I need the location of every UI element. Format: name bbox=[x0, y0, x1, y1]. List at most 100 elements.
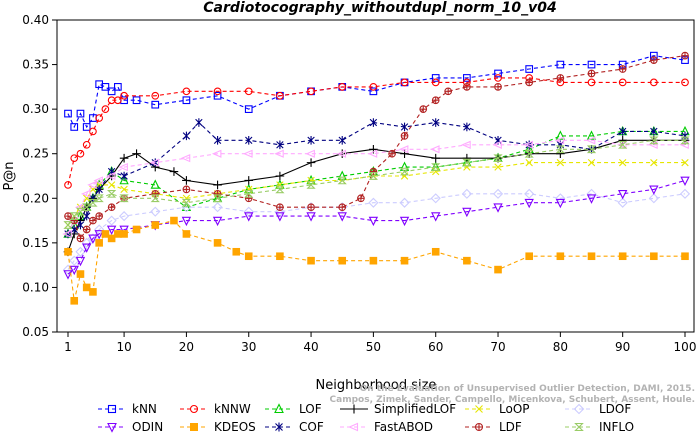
x-axis-label: Neighborhood size bbox=[316, 378, 437, 393]
data-point bbox=[587, 78, 596, 87]
data-point bbox=[132, 149, 141, 159]
legend-label: ODIN bbox=[132, 420, 163, 434]
series-line bbox=[67, 193, 686, 270]
data-point bbox=[681, 131, 689, 141]
data-point bbox=[681, 78, 689, 87]
data-point bbox=[276, 91, 284, 100]
legend-item-knn: kNN bbox=[98, 402, 157, 416]
data-point bbox=[555, 145, 565, 154]
data-point bbox=[492, 140, 502, 149]
data-point bbox=[307, 136, 315, 145]
y-tick-label: 0.20 bbox=[22, 191, 49, 205]
data-point bbox=[618, 252, 627, 261]
data-point bbox=[618, 158, 627, 167]
data-point bbox=[64, 212, 72, 220]
y-axis-label: P@n bbox=[2, 161, 17, 190]
data-point bbox=[307, 87, 315, 96]
data-point bbox=[213, 189, 222, 198]
data-point bbox=[400, 78, 409, 87]
legend-item-kdeos: KDEOS bbox=[180, 420, 256, 434]
x-tick-label: 10 bbox=[116, 340, 131, 354]
data-point bbox=[336, 149, 347, 158]
data-point bbox=[431, 163, 441, 171]
data-point bbox=[431, 96, 440, 105]
data-point bbox=[149, 158, 160, 167]
data-point bbox=[305, 149, 315, 158]
data-point bbox=[151, 100, 160, 109]
legend-marker bbox=[107, 422, 117, 433]
series-line bbox=[67, 55, 686, 129]
data-point bbox=[461, 140, 471, 149]
data-point bbox=[118, 162, 128, 172]
data-point bbox=[462, 158, 472, 167]
data-point bbox=[461, 188, 472, 199]
data-point bbox=[70, 297, 79, 305]
data-point bbox=[556, 60, 565, 69]
data-point bbox=[76, 220, 85, 230]
data-point bbox=[307, 203, 315, 212]
series-line bbox=[67, 55, 686, 240]
data-point bbox=[492, 188, 504, 199]
data-point bbox=[213, 180, 222, 190]
data-point bbox=[213, 91, 222, 100]
data-point bbox=[106, 215, 117, 226]
data-point bbox=[150, 206, 161, 217]
data-point bbox=[76, 109, 85, 118]
data-point bbox=[369, 87, 378, 96]
data-point bbox=[681, 252, 689, 261]
data-point bbox=[307, 256, 315, 265]
series-kdeos bbox=[64, 216, 689, 305]
data-point bbox=[586, 194, 597, 204]
data-point bbox=[69, 212, 79, 220]
data-point bbox=[114, 83, 122, 91]
data-point bbox=[151, 189, 160, 198]
data-point bbox=[89, 288, 97, 296]
series-line bbox=[67, 139, 685, 235]
legend-marker bbox=[475, 405, 483, 413]
data-point bbox=[94, 194, 104, 203]
data-point bbox=[70, 216, 79, 225]
data-point bbox=[276, 203, 284, 212]
data-point bbox=[524, 198, 534, 209]
plot-frame bbox=[56, 19, 695, 333]
data-point bbox=[525, 158, 533, 167]
data-point bbox=[587, 69, 596, 78]
series-inflo bbox=[63, 136, 690, 229]
data-point bbox=[650, 127, 658, 136]
data-point bbox=[132, 96, 141, 105]
data-point bbox=[182, 87, 191, 96]
x-tick: 40 bbox=[303, 332, 319, 354]
data-point bbox=[648, 193, 659, 204]
x-tick-label: 40 bbox=[303, 340, 318, 354]
y-tick-label: 0.25 bbox=[22, 147, 49, 161]
legend-marker bbox=[190, 423, 198, 431]
data-point bbox=[182, 185, 191, 194]
legend-label: LOF bbox=[299, 402, 322, 416]
data-point bbox=[275, 179, 285, 189]
data-point bbox=[276, 252, 284, 261]
legend-label: LoOP bbox=[499, 402, 530, 416]
data-point bbox=[82, 243, 92, 253]
data-point bbox=[587, 252, 596, 261]
data-point bbox=[556, 158, 565, 167]
data-point bbox=[63, 270, 73, 280]
data-point bbox=[182, 131, 191, 141]
legend-item-fastabod: FastABOD bbox=[340, 420, 433, 434]
data-point bbox=[70, 154, 79, 163]
y-tick: 0.25 bbox=[22, 147, 57, 161]
data-point bbox=[150, 179, 160, 189]
data-point bbox=[81, 189, 91, 198]
data-point bbox=[617, 189, 628, 200]
data-point bbox=[82, 225, 91, 234]
data-point bbox=[388, 149, 396, 158]
data-point bbox=[151, 221, 160, 229]
x-tick: 50 bbox=[366, 332, 381, 354]
data-point bbox=[400, 256, 409, 265]
credit-line-2: Campos, Zimek, Sander, Campello, Micenko… bbox=[330, 395, 695, 405]
data-point bbox=[119, 174, 129, 185]
data-point bbox=[617, 197, 628, 208]
data-point bbox=[95, 185, 103, 194]
y-tick: 0.30 bbox=[22, 102, 57, 116]
legend-item-loop: LoOP bbox=[465, 402, 530, 416]
y-tick-label: 0.15 bbox=[22, 236, 49, 250]
